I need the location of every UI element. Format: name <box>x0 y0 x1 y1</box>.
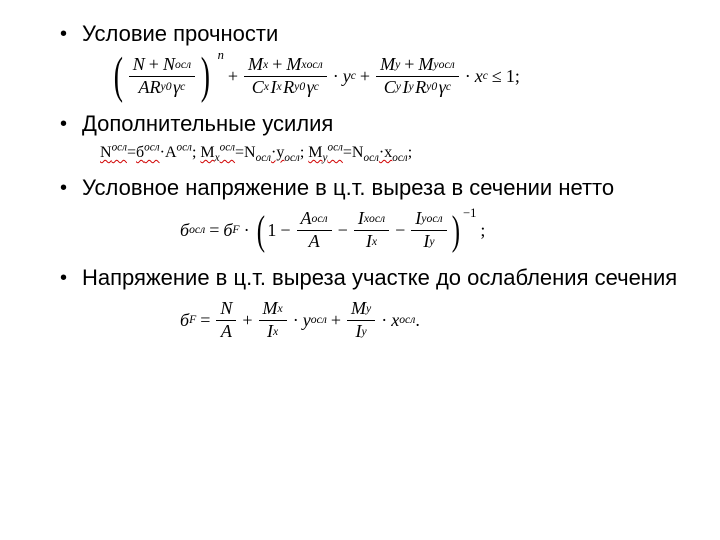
bullet-text: Дополнительные усилия <box>82 110 333 138</box>
bullet-marker: • <box>60 20 70 48</box>
list-item: • Условие прочности ( N + Nосл ARy0 γc )… <box>60 20 680 98</box>
bullet-text: Условное напряжение в ц.т. выреза в сече… <box>82 174 614 202</box>
bullet-row: • Условное напряжение в ц.т. выреза в се… <box>60 174 680 202</box>
list-item: • Напряжение в ц.т. выреза участке до ос… <box>60 264 680 342</box>
formula-2: Nосл=босл·Aосл; Mxосл=Nосл·yосл; Myосл=N… <box>100 144 680 162</box>
bullet-text: Напряжение в ц.т. выреза участке до осла… <box>82 264 677 292</box>
formula-4: бF = N A + Mx Ix · yосл + My Iy · xосл. <box>180 298 680 342</box>
bullet-row: • Условие прочности <box>60 20 680 48</box>
bullet-row: • Дополнительные усилия <box>60 110 680 138</box>
bullet-text: Условие прочности <box>82 20 278 48</box>
bullet-list: • Условие прочности ( N + Nосл ARy0 γc )… <box>60 20 680 343</box>
bullet-marker: • <box>60 264 70 292</box>
list-item: • Дополнительные усилия Nосл=босл·Aосл; … <box>60 110 680 162</box>
bullet-marker: • <box>60 174 70 202</box>
formula-3: босл = бF · ( 1 − Aосл A − <box>180 208 680 252</box>
bullet-row: • Напряжение в ц.т. выреза участке до ос… <box>60 264 680 292</box>
formula-1: ( N + Nосл ARy0 γc ) n + Mx + Mxосл Cx I… <box>110 54 680 98</box>
list-item: • Условное напряжение в ц.т. выреза в се… <box>60 174 680 252</box>
bullet-marker: • <box>60 110 70 138</box>
